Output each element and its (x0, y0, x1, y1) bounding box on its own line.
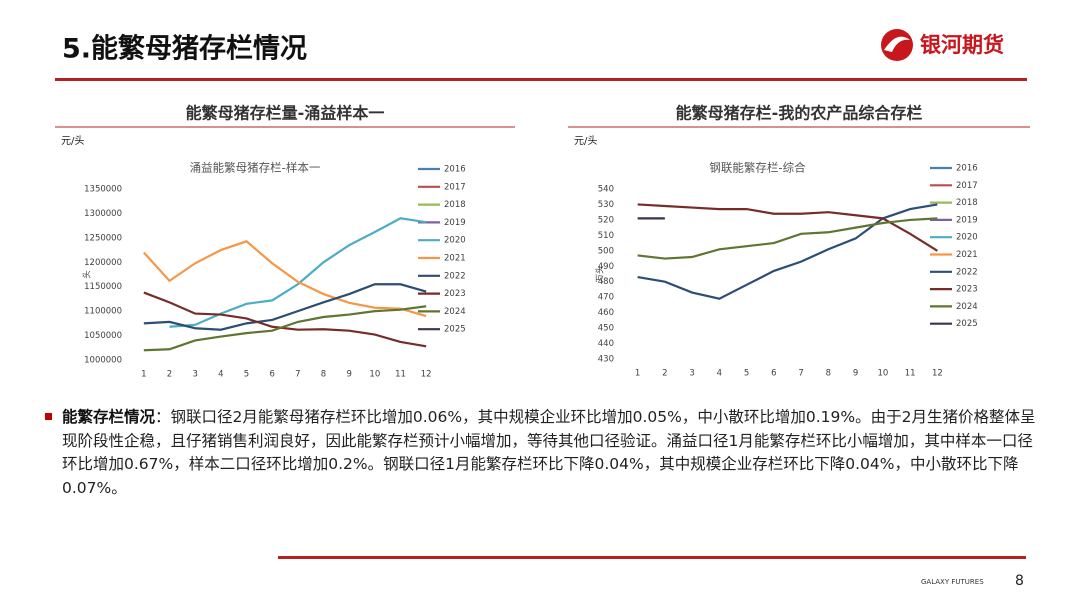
legend-label: 2020 (956, 233, 978, 243)
x-tick-label: 3 (689, 369, 694, 379)
x-tick-label: 4 (218, 370, 223, 380)
y-tick-label: 1350000 (84, 185, 122, 195)
chart-title: 钢联能繁存栏-综合 (709, 161, 806, 175)
unit-label: 元/头 (574, 135, 597, 147)
legend-label: 2019 (444, 218, 466, 228)
series-line (169, 217, 427, 328)
slide-title: 5.能繁母猪存栏情况 (62, 33, 307, 65)
x-tick-label: 2 (167, 370, 172, 380)
footer-brand: GALAXY FUTURES (921, 578, 984, 586)
x-tick-label: 6 (771, 369, 776, 379)
logo-text: 银河期货 (920, 33, 1004, 57)
x-tick-label: 5 (744, 369, 749, 379)
panel-title: 能繁母猪存栏量-涌益样本一 (186, 104, 385, 123)
legend-label: 2016 (956, 164, 978, 174)
series-line (143, 305, 427, 352)
x-tick-label: 7 (798, 369, 803, 379)
y-tick-label: 490 (598, 262, 614, 272)
series-line (143, 291, 427, 348)
y-tick-label: 1250000 (84, 233, 122, 243)
x-tick-label: 12 (932, 369, 943, 379)
x-tick-label: 9 (853, 369, 858, 379)
legend-label: 2017 (444, 182, 466, 192)
y-tick-label: 510 (598, 231, 614, 241)
y-tick-label: 530 (598, 200, 614, 210)
legend-label: 2025 (956, 319, 978, 329)
y-axis-label: 头 (82, 270, 93, 279)
logo-swoosh (884, 36, 910, 52)
footer-rule (278, 556, 1026, 559)
x-tick-label: 4 (717, 369, 722, 379)
page-number: 8 (1015, 573, 1024, 589)
series-line (637, 203, 938, 252)
x-tick-label: 3 (192, 370, 197, 380)
x-tick-label: 7 (295, 370, 300, 380)
chart-title: 涌益能繁母猪存栏-样本一 (190, 161, 321, 175)
legend-label: 2024 (956, 302, 978, 312)
x-tick-label: 1 (141, 370, 146, 380)
x-tick-label: 8 (826, 369, 831, 379)
y-tick-label: 1300000 (84, 209, 122, 219)
y-tick-label: 1050000 (84, 331, 122, 341)
series-line (143, 283, 427, 331)
legend-label: 2025 (444, 325, 466, 335)
x-tick-label: 11 (395, 370, 406, 380)
y-tick-label: 430 (598, 355, 614, 365)
x-tick-label: 2 (662, 369, 667, 379)
x-tick-label: 10 (877, 369, 888, 379)
legend-label: 2024 (444, 307, 466, 317)
series-line (637, 203, 938, 300)
legend-label: 2018 (956, 198, 978, 208)
x-tick-label: 11 (905, 369, 916, 379)
legend-label: 2017 (956, 181, 978, 191)
legend-label: 2020 (444, 236, 466, 246)
bullet-label: 能繁存栏情况 (62, 408, 156, 426)
legend-label: 2022 (444, 271, 466, 281)
x-tick-label: 6 (269, 370, 274, 380)
header-rule (55, 78, 1027, 81)
unit-label: 元/头 (61, 135, 84, 147)
legend-label: 2023 (444, 289, 466, 299)
x-tick-label: 9 (346, 370, 351, 380)
bullet-marker (45, 413, 52, 420)
logo-icon (881, 29, 913, 61)
legend-label: 2021 (956, 250, 978, 260)
legend-label: 2022 (956, 267, 978, 277)
y-tick-label: 460 (598, 308, 614, 318)
y-tick-label: 480 (598, 277, 614, 287)
y-tick-label: 1000000 (84, 356, 122, 366)
x-tick-label: 10 (369, 370, 380, 380)
series-line (637, 217, 938, 260)
y-axis-label: 万头 (595, 265, 606, 283)
y-tick-label: 440 (598, 339, 614, 349)
series-line (143, 240, 427, 318)
x-tick-label: 1 (635, 369, 640, 379)
legend-label: 2021 (444, 254, 466, 264)
legend-label: 2023 (956, 285, 978, 295)
x-tick-label: 5 (244, 370, 249, 380)
legend-label: 2016 (444, 165, 466, 175)
bullet-text: ：钢联口径2月能繁母猪存栏环比增加0.06%，其中规模企业环比增加0.05%，中… (62, 408, 1036, 497)
x-tick-label: 12 (421, 370, 432, 380)
y-tick-label: 1200000 (84, 258, 122, 268)
y-tick-label: 540 (598, 185, 614, 195)
legend-label: 2018 (444, 200, 466, 210)
y-tick-label: 470 (598, 293, 614, 303)
x-tick-label: 8 (321, 370, 326, 380)
logo: 银河期货 (881, 29, 1004, 61)
y-tick-label: 450 (598, 324, 614, 334)
y-tick-label: 500 (598, 246, 614, 256)
y-tick-label: 1150000 (84, 282, 122, 292)
panel-title: 能繁母猪存栏-我的农产品综合存栏 (676, 104, 923, 123)
y-tick-label: 1100000 (84, 307, 122, 317)
y-tick-label: 520 (598, 215, 614, 225)
bullet-paragraph: 能繁存栏情况：钢联口径2月能繁母猪存栏环比增加0.06%，其中规模企业环比增加0… (62, 406, 1047, 500)
legend-label: 2019 (956, 215, 978, 225)
